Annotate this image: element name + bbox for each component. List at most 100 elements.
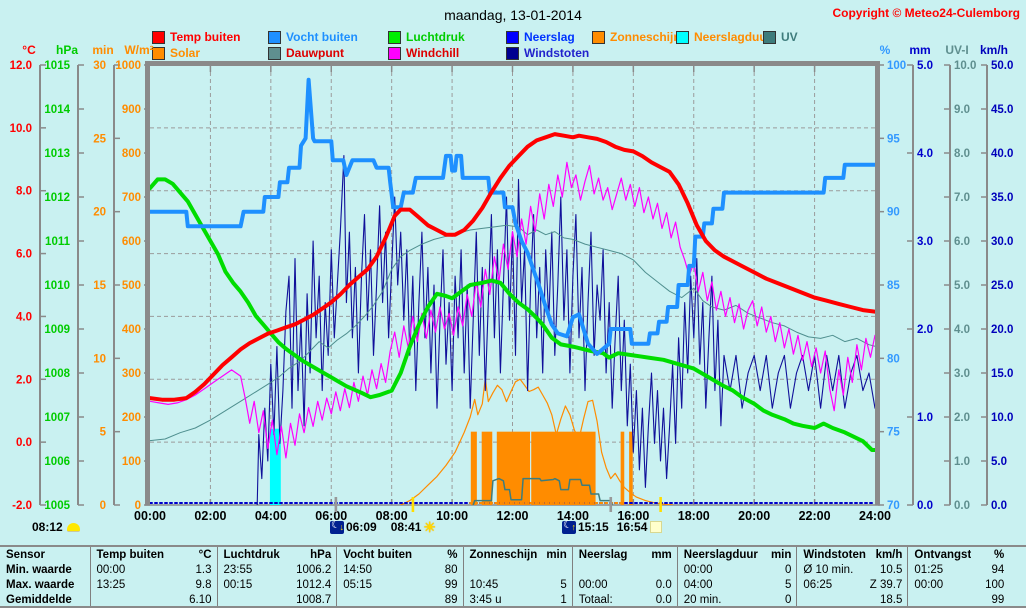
svg-text:22:00: 22:00 [799,509,831,523]
legend-item-dauwpunt: Dauwpunt [268,46,344,60]
legend-item-luchtdruk: Luchtdruk [388,30,465,44]
svg-text:UV-I: UV-I [945,43,968,57]
svg-text:15: 15 [93,280,106,292]
weather-chart: -2.00.02.04.06.08.010.012.0°C10051006100… [10,43,1014,523]
legend-item-zonneschijn: Zonneschijn [592,30,681,44]
svg-text:1.0: 1.0 [954,456,970,468]
svg-text:15.0: 15.0 [991,368,1013,380]
table-cell: Z 39.7 [865,577,909,592]
table-cell: 1008.7 [279,592,338,607]
svg-text:30.0: 30.0 [991,236,1013,248]
table-cell [572,562,633,577]
svg-text:4.0: 4.0 [954,324,970,336]
table-cell: Luchtdruk [223,548,280,561]
series-vocht-buiten [150,77,875,356]
row-header: Sensor [2,547,91,562]
table-top-divider [0,545,1026,547]
table-cell: 0.0 [633,592,678,607]
svg-text:600: 600 [122,236,141,248]
svg-text:8.0: 8.0 [16,186,32,198]
table-cell: Neerslagduur [683,548,758,561]
svg-text:70: 70 [887,500,900,512]
svg-text:300: 300 [122,368,141,380]
moonrise-time: 15:15 [578,520,609,534]
svg-text:10:00: 10:00 [436,509,468,523]
series-solar [400,377,674,505]
axis-event-mark [334,497,338,512]
axis-event-mark [609,497,613,512]
svg-text:50.0: 50.0 [991,60,1013,72]
legend-item-windchill: Windchill [388,46,459,60]
svg-text:2.0: 2.0 [954,412,970,424]
svg-text:0.0: 0.0 [16,437,32,449]
windstoten-swatch-icon [506,46,519,60]
table-cell: 1012.4 [279,577,338,592]
table-cell: 20 min. [683,593,722,606]
series-neerslagduur [269,428,281,505]
axis-km-h: 0.0 5.0 10.0 15.0 20.0 25.0 30.0 35.0 40.0 45.0 50… [980,43,1013,512]
svg-text:6.0: 6.0 [954,236,970,248]
table-cell: 0 [757,562,798,577]
table-cell: 00:00 [96,563,126,576]
luchtdruk-swatch-icon [388,30,401,44]
series-windstoten [256,155,875,505]
svg-text:5.0: 5.0 [954,280,970,292]
svg-text:00:00: 00:00 [134,509,166,523]
axis-c: -2.0 0.0 2.0 4.0 6.0 8.0 10.0 12.0 °C [10,43,46,512]
table-cell: Ø 10 min. [803,563,854,576]
svg-text:0: 0 [100,500,106,512]
table-cell: 89 [412,592,464,607]
table-cell: °C [164,547,218,562]
evening-ephemeris: ☾ ↑ 15:15 16:54 [560,519,665,535]
svg-text:3.0: 3.0 [917,236,933,248]
svg-text:3.0: 3.0 [954,368,970,380]
table-cell: Ontvangst [914,548,972,561]
svg-text:%: % [880,43,891,57]
temp-buiten-swatch-icon [152,30,165,44]
table-cell: 1006.2 [279,562,338,577]
svg-text:2.0: 2.0 [16,374,32,386]
series-temp-buiten [150,132,875,402]
svg-text:1006: 1006 [44,456,70,468]
table-cell: 04:00 [683,578,713,591]
table-cell: 99 [991,593,1005,606]
table-cell: 1.3 [164,562,218,577]
neerslagduur-swatch-icon [676,30,689,44]
table-cell [217,592,280,607]
svg-text:06:00: 06:00 [315,509,347,523]
row-header: Min. waarde [2,562,91,577]
svg-text:0.0: 0.0 [991,500,1007,512]
axis-min: 0 5 10 15 20 25 30 min [92,43,120,512]
svg-text:0: 0 [135,500,141,512]
svg-text:1007: 1007 [44,412,70,424]
svg-text:25.0: 25.0 [991,280,1013,292]
table-cell: 13:25 [96,578,126,591]
svg-text:mm: mm [909,43,930,57]
svg-text:4.0: 4.0 [917,148,933,160]
table-cell: Temp buiten [96,548,165,561]
svg-text:20: 20 [93,207,106,219]
svg-text:1012: 1012 [44,192,70,204]
moonrise-icon: ☾ ↑ [562,518,576,534]
report-time-box: 08:12 [32,519,80,535]
table-bottom-divider [0,606,1026,608]
table-cell: 6.10 [164,592,218,607]
svg-text:1009: 1009 [44,324,70,336]
axis-mm: 0.0 1.0 2.0 3.0 4.0 5.0 mm [907,43,933,512]
axis-uv-i: 0.0 1.0 2.0 3.0 4.0 5.0 6.0 7.0 8.0 9.0 10.0 UV-I [944,43,976,512]
svg-text:1015: 1015 [44,60,70,72]
table-cell: 5 [757,577,798,592]
table-cell: Totaal: [578,593,613,606]
axis-: 70 75 80 85 90 95 100% [878,43,906,512]
table-cell: 14:50 [343,563,373,576]
table-cell: 00:00 [578,578,608,591]
svg-text:80: 80 [887,353,900,365]
svg-text:18:00: 18:00 [678,509,710,523]
legend-label: Neerslagduur [694,30,772,44]
table-cell: 100 [985,578,1005,591]
neerslag-swatch-icon [506,30,519,44]
svg-text:1010: 1010 [44,280,70,292]
legend-item-neerslagduur: Neerslagduur [676,30,771,44]
legend-label: Vocht buiten [286,30,358,44]
svg-text:10: 10 [93,353,106,365]
